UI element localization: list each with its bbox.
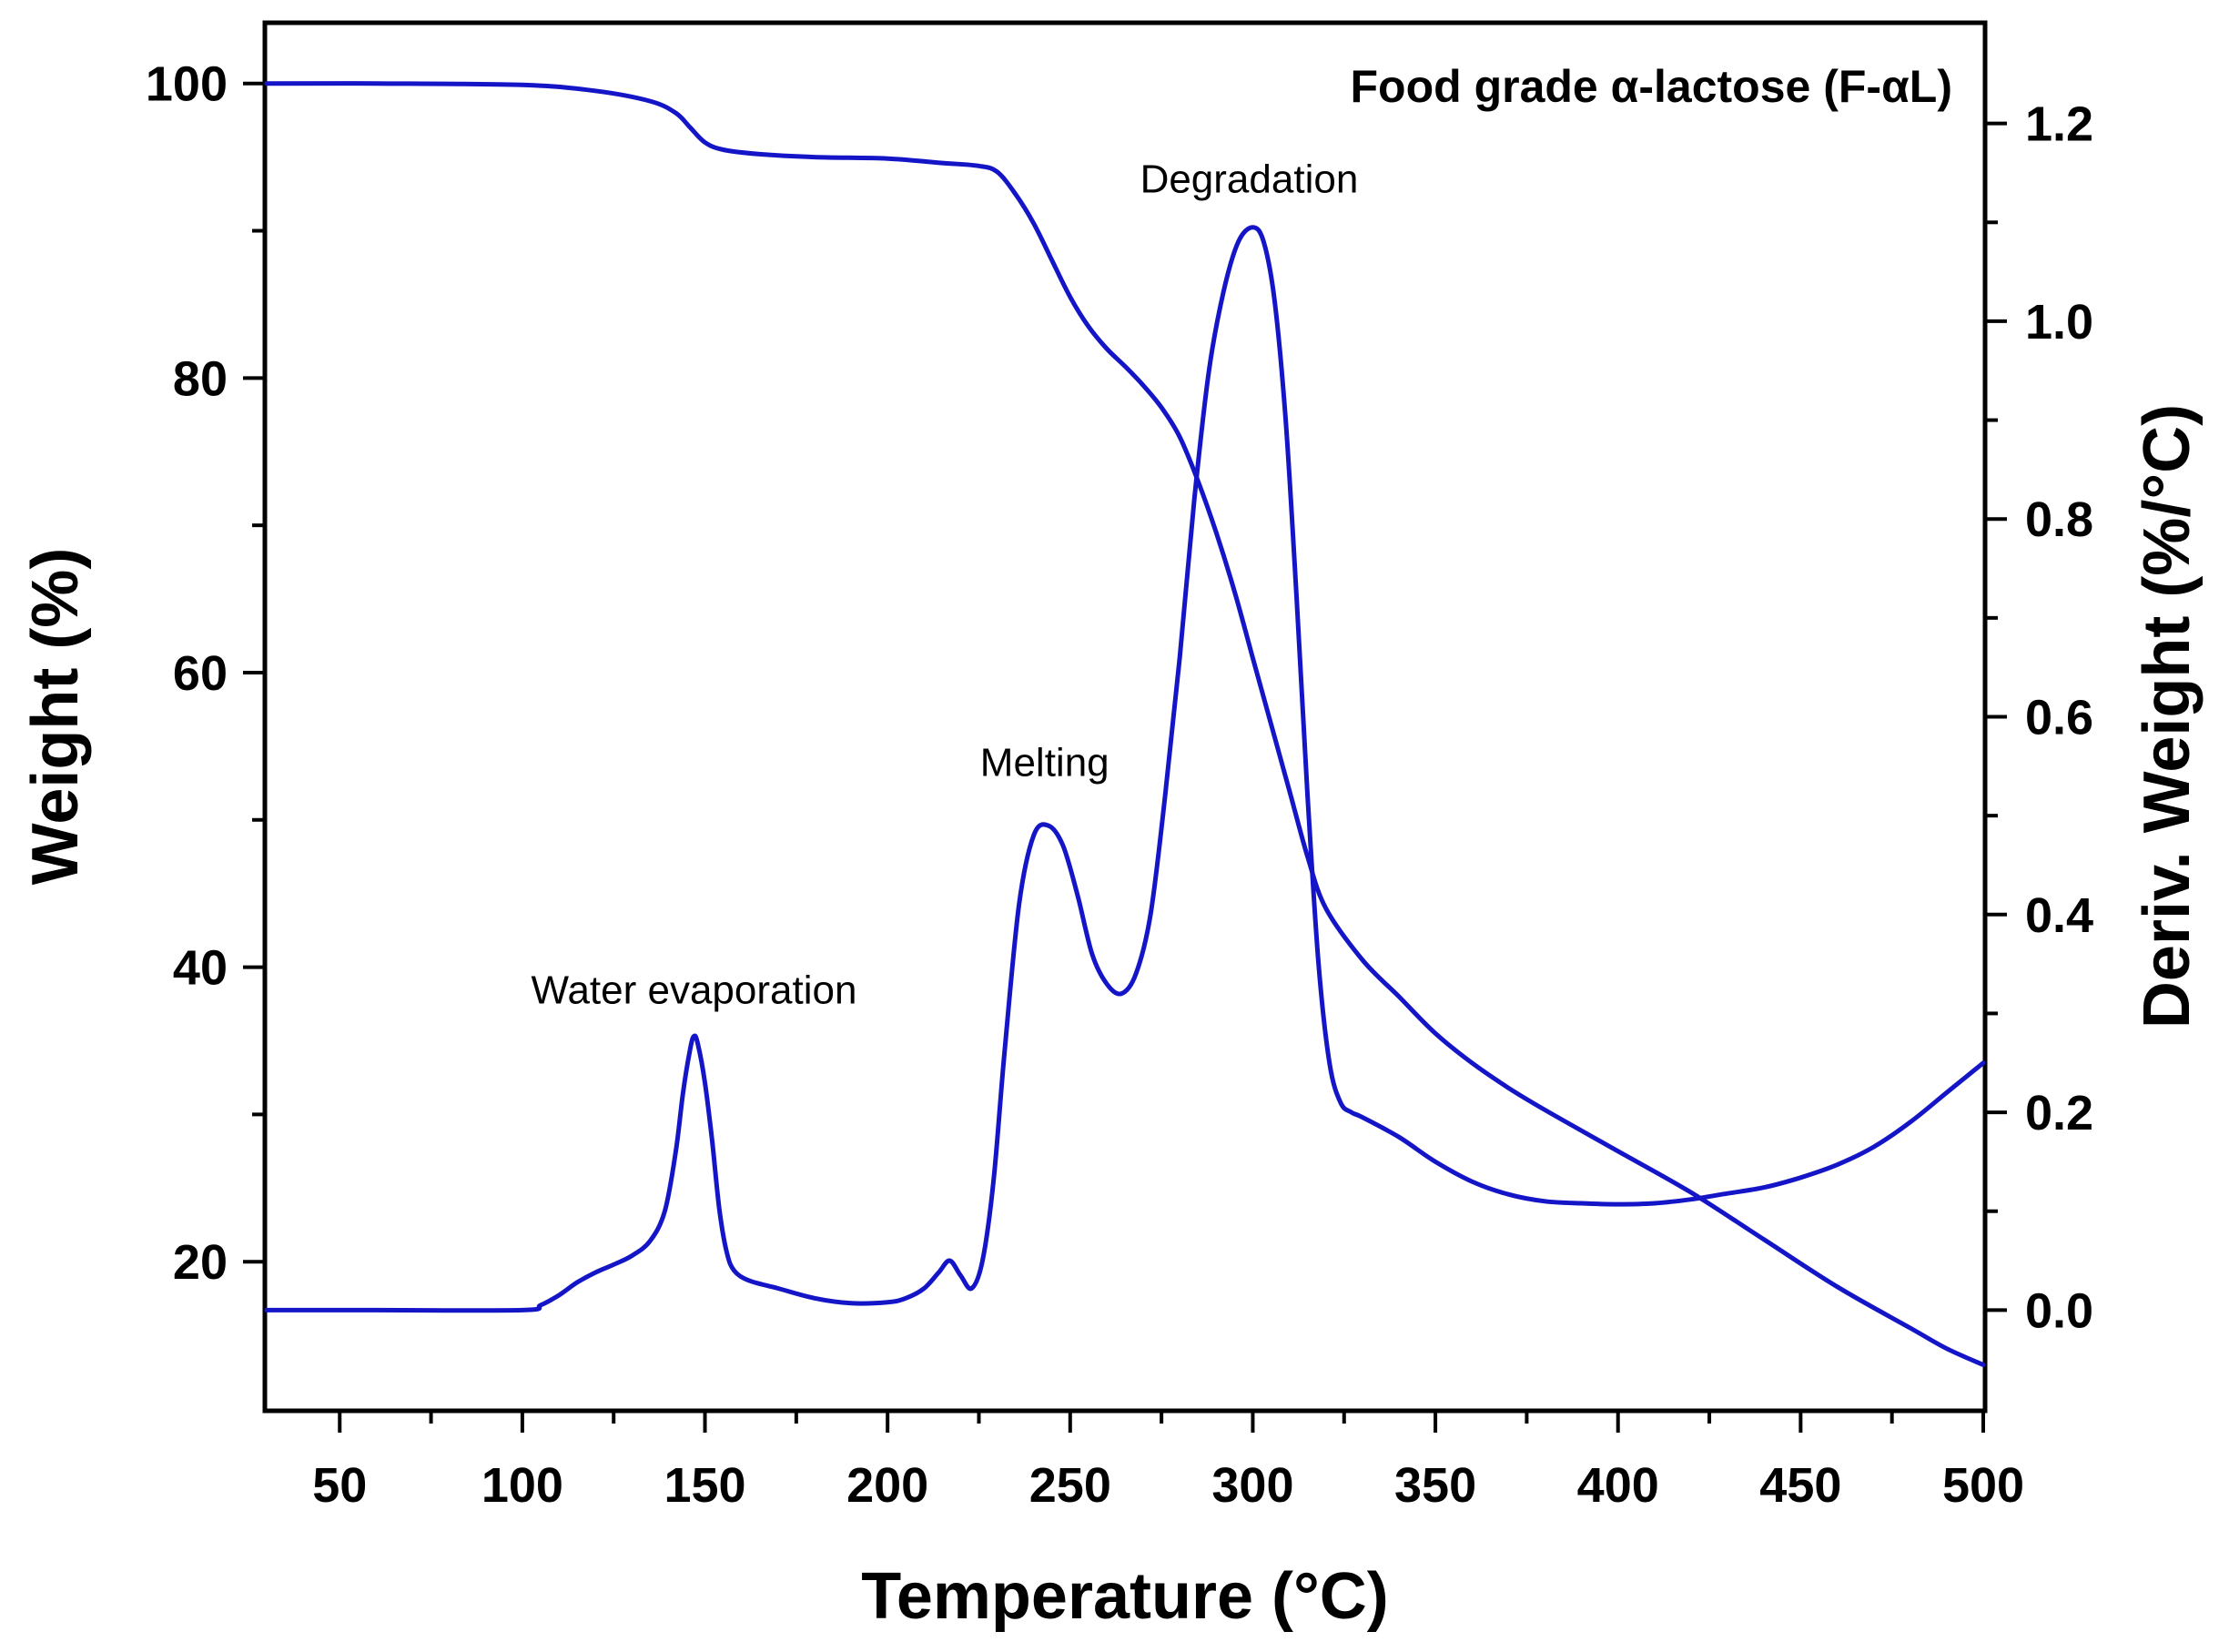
y-tick-label: 60 xyxy=(173,646,228,701)
x-axis-tick-labels: 50 100 150 200 250 300 350 400 450 500 xyxy=(312,1458,2024,1513)
y-axis-ticks xyxy=(243,81,265,1264)
chart-title: Food grade α-lactose (F-αL) xyxy=(1351,61,1952,112)
x-tick-label: 150 xyxy=(664,1458,745,1513)
x-tick-label: 300 xyxy=(1211,1458,1293,1513)
y2-tick-label: 0.0 xyxy=(2025,1283,2093,1338)
x-tick-label: 450 xyxy=(1759,1458,1841,1513)
y-tick-label: 20 xyxy=(173,1235,228,1290)
y-axis-tick-labels: 20 40 60 80 100 xyxy=(146,57,228,1290)
y2-tick-label: 1.2 xyxy=(2025,97,2093,152)
annotation-melting: Melting xyxy=(980,741,1109,785)
y2-axis-tick-labels: 0.0 0.2 0.4 0.6 0.8 1.0 1.2 xyxy=(2025,97,2093,1339)
x-axis-title: Temperature (°C) xyxy=(861,1560,1389,1633)
y-tick-label: 100 xyxy=(146,57,228,112)
x-tick-label: 200 xyxy=(846,1458,928,1513)
x-tick-label: 250 xyxy=(1029,1458,1111,1513)
deriv-weight-series-line xyxy=(264,225,1986,1313)
y-axis-title: Weight (%) xyxy=(19,548,92,886)
y2-tick-label: 0.2 xyxy=(2025,1086,2093,1140)
y2-axis-ticks xyxy=(1985,121,2007,1312)
y2-tick-label: 1.0 xyxy=(2025,295,2093,350)
y-tick-label: 80 xyxy=(173,351,228,406)
y2-tick-label: 0.8 xyxy=(2025,492,2093,547)
x-tick-label: 400 xyxy=(1577,1458,1659,1513)
y2-axis-title: Deriv. Weight (%/°C) xyxy=(2131,404,2204,1029)
y2-tick-label: 0.6 xyxy=(2025,691,2093,745)
x-tick-label: 50 xyxy=(312,1458,367,1513)
y-tick-label: 40 xyxy=(173,941,228,996)
annotation-water-evaporation: Water evaporation xyxy=(532,968,857,1013)
weight-series-line xyxy=(264,81,1986,1367)
x-tick-label: 350 xyxy=(1394,1458,1476,1513)
x-axis-ticks xyxy=(338,1411,1985,1433)
annotation-degradation: Degradation xyxy=(1140,157,1359,202)
x-tick-label: 500 xyxy=(1942,1458,2024,1513)
x-tick-label: 100 xyxy=(481,1458,563,1513)
y2-tick-label: 0.4 xyxy=(2025,888,2093,943)
